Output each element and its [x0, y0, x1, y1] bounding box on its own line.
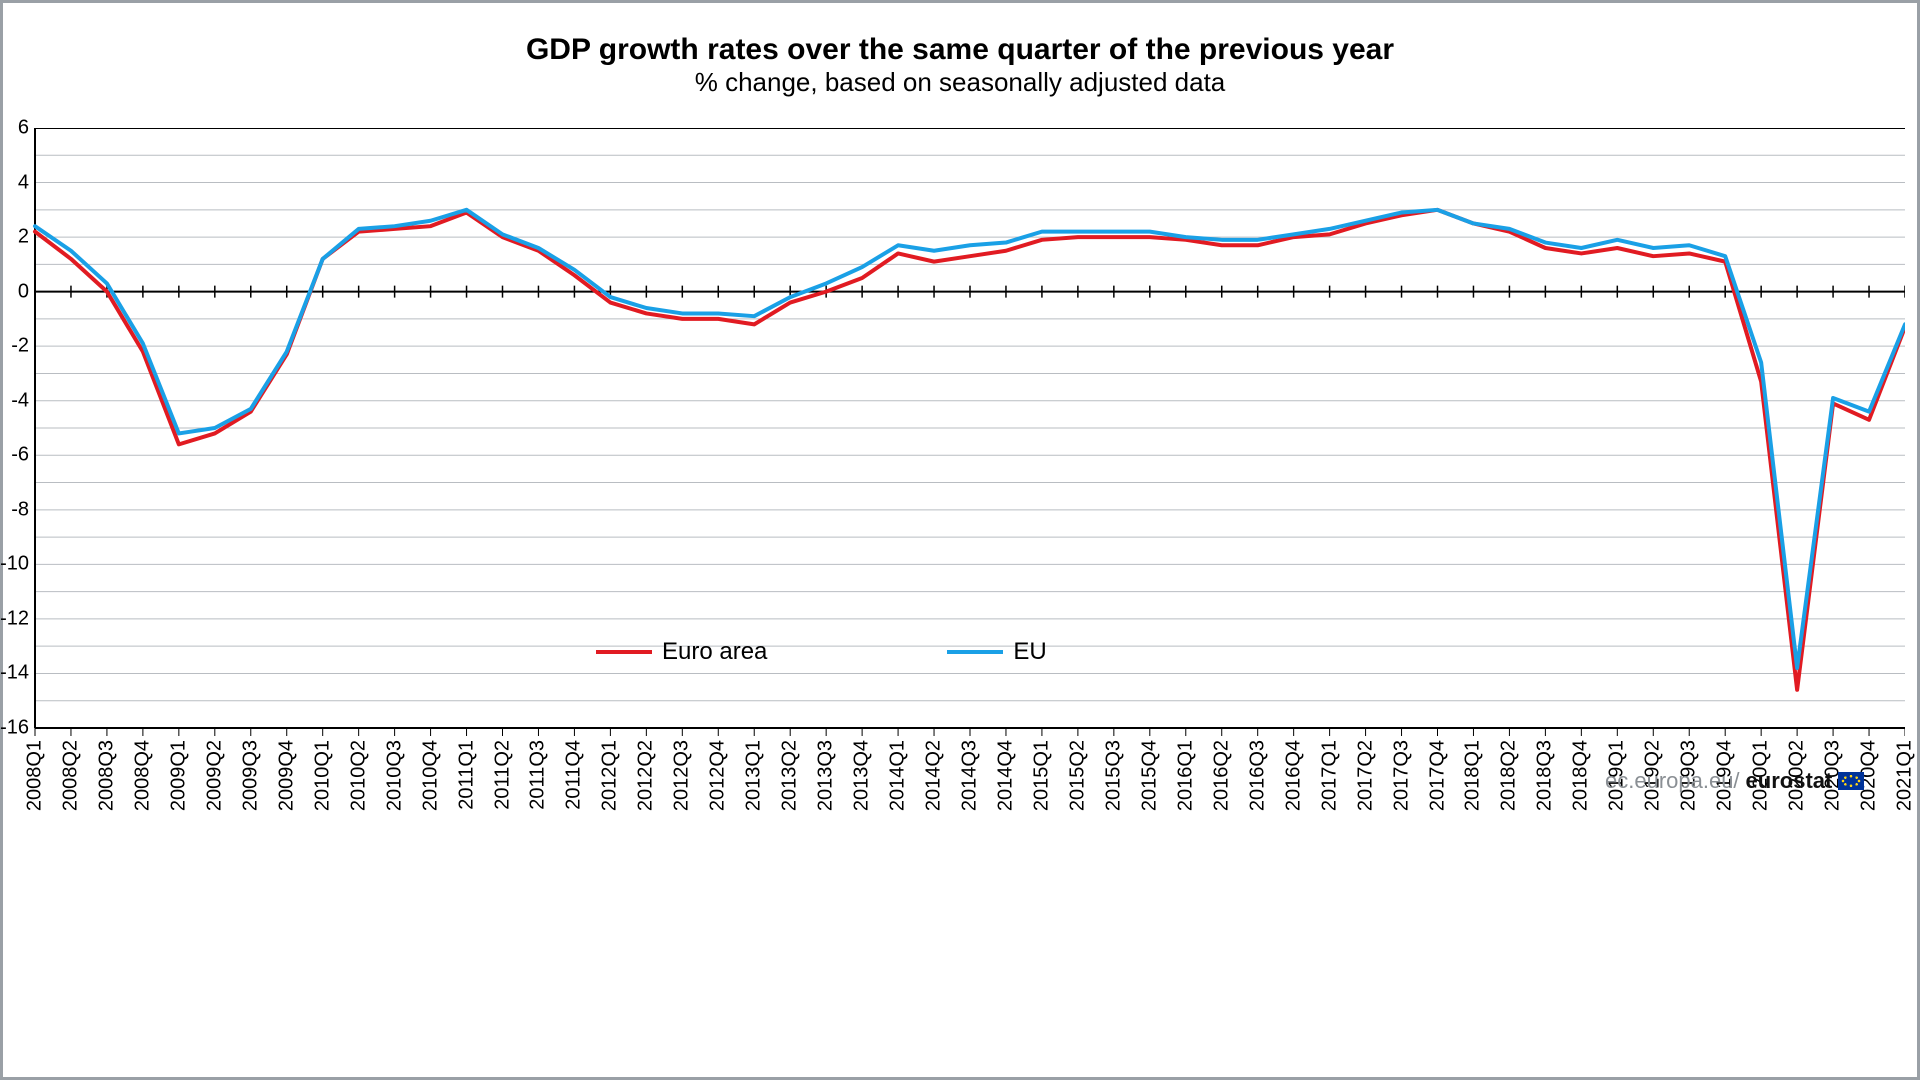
y-tick-label: -14: [0, 662, 29, 685]
y-tick-label: -8: [11, 498, 29, 521]
chart-title: GDP growth rates over the same quarter o…: [15, 33, 1905, 67]
x-tick-label: 2018Q3: [1534, 740, 1557, 811]
source-prefix: ec.europa.eu/: [1605, 768, 1740, 794]
x-tick-label: 2012Q2: [635, 740, 658, 811]
x-tick-label: 2013Q1: [743, 740, 766, 811]
legend-label: EU: [1013, 638, 1046, 666]
y-tick-label: 4: [18, 171, 29, 194]
x-tick-label: 2015Q2: [1066, 740, 1089, 811]
x-tick-label: 2008Q2: [59, 740, 82, 811]
x-tick-label: 2014Q1: [887, 740, 910, 811]
x-tick-label: 2008Q3: [95, 740, 118, 811]
x-tick-label: 2016Q3: [1246, 740, 1269, 811]
legend-item: Euro area: [596, 638, 767, 666]
x-tick-label: 2010Q1: [311, 740, 334, 811]
y-tick-label: -16: [0, 717, 29, 740]
y-tick-label: 0: [18, 280, 29, 303]
x-tick-label: 2014Q4: [994, 740, 1017, 811]
x-tick-label: 2017Q1: [1318, 740, 1341, 811]
x-tick-label: 2009Q2: [203, 740, 226, 811]
x-tick-label: 2009Q3: [239, 740, 262, 811]
x-tick-label: 2011Q1: [455, 740, 478, 810]
eu-flag-icon: [1838, 772, 1864, 790]
x-tick-label: 2011Q3: [527, 740, 550, 810]
legend-swatch: [947, 650, 1003, 654]
x-tick-label: 2008Q4: [131, 740, 154, 811]
x-tick-label: 2010Q3: [383, 740, 406, 811]
x-tick-label: 2009Q4: [275, 740, 298, 811]
x-tick-label: 2013Q3: [815, 740, 838, 811]
x-tick-label: 2015Q1: [1030, 740, 1053, 811]
chart-area: 6420-2-4-6-8-10-12-14-16 2008Q12008Q2200…: [15, 128, 1905, 868]
x-tick-label: 2008Q1: [24, 740, 47, 811]
x-tick-label: 2013Q4: [851, 740, 874, 811]
legend-swatch: [596, 650, 652, 654]
x-tick-label: 2012Q1: [599, 740, 622, 811]
x-tick-label: 2010Q2: [347, 740, 370, 811]
y-tick-label: -2: [11, 335, 29, 358]
x-tick-label: 2012Q3: [671, 740, 694, 811]
chart-frame: GDP growth rates over the same quarter o…: [0, 0, 1920, 1080]
x-tick-label: 2016Q1: [1174, 740, 1197, 811]
chart-subtitle: % change, based on seasonally adjusted d…: [15, 67, 1905, 98]
y-tick-label: -12: [0, 607, 29, 630]
x-tick-label: 2016Q4: [1282, 740, 1305, 811]
legend-item: EU: [947, 638, 1046, 666]
y-tick-label: 2: [18, 226, 29, 249]
x-tick-label: 2012Q4: [707, 740, 730, 811]
x-tick-label: 2011Q4: [563, 740, 586, 810]
x-tick-label: 2016Q2: [1210, 740, 1233, 811]
x-tick-label: 2015Q4: [1138, 740, 1161, 811]
x-tick-label: 2013Q2: [779, 740, 802, 811]
x-tick-label: 2014Q2: [923, 740, 946, 811]
chart-titles: GDP growth rates over the same quarter o…: [15, 33, 1905, 98]
legend-label: Euro area: [662, 638, 767, 666]
x-tick-label: 2011Q2: [491, 740, 514, 810]
x-tick-label: 2017Q3: [1390, 740, 1413, 811]
y-tick-label: -6: [11, 444, 29, 467]
legend: Euro area EU: [596, 638, 1047, 666]
x-tick-label: 2010Q4: [419, 740, 442, 811]
x-tick-label: 2015Q3: [1102, 740, 1125, 811]
x-tick-label: 2017Q2: [1354, 740, 1377, 811]
source-attribution: ec.europa.eu/eurostat: [1605, 698, 1899, 864]
x-tick-label: 2018Q2: [1498, 740, 1521, 811]
x-tick-label: 2018Q4: [1570, 740, 1593, 811]
x-tick-label: 2017Q4: [1426, 740, 1449, 811]
x-tick-label: 2009Q1: [167, 740, 190, 811]
x-tick-label: 2014Q3: [959, 740, 982, 811]
y-tick-label: -10: [0, 553, 29, 576]
y-tick-label: 6: [18, 117, 29, 140]
source-bold: eurostat: [1746, 768, 1833, 794]
y-tick-label: -4: [11, 389, 29, 412]
x-tick-label: 2018Q1: [1462, 740, 1485, 811]
